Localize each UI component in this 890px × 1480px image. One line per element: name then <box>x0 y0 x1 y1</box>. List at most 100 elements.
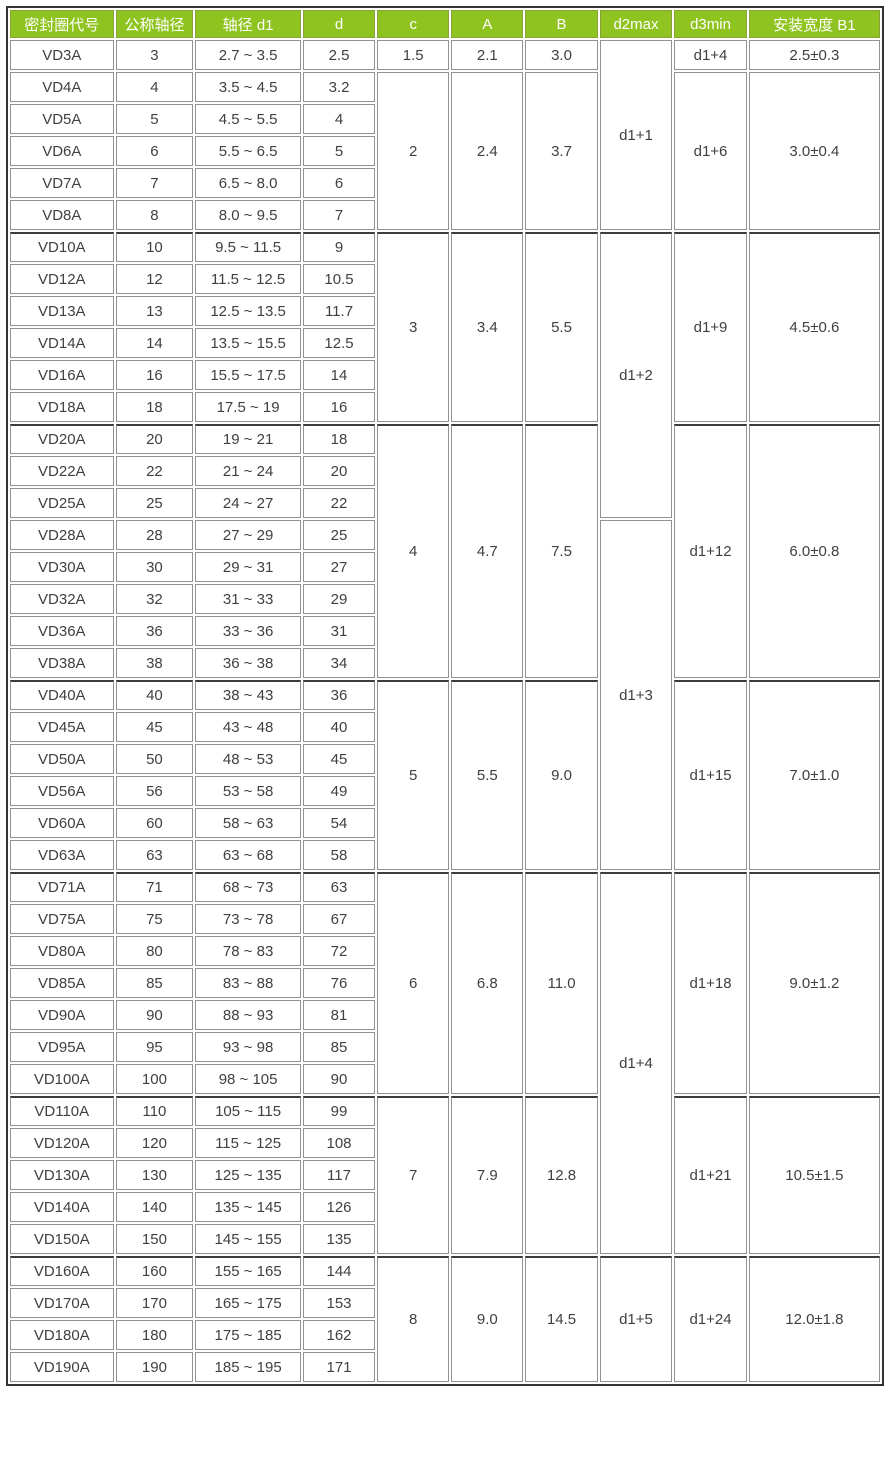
cell-shaft-dia-d1: 11.5 ~ 12.5 <box>195 264 301 294</box>
cell-nominal-shaft-dia: 60 <box>115 808 194 838</box>
cell-d2max: d1+3 <box>599 520 673 870</box>
cell-c: 1.5 <box>377 40 450 70</box>
cell-d: 58 <box>302 840 376 870</box>
table-row: VD25A 25 24 ~ 27 22 <box>10 488 880 518</box>
cell-shaft-dia-d1: 36 ~ 38 <box>195 648 301 678</box>
cell-d: 31 <box>302 616 376 646</box>
cell-shaft-dia-d1: 63 ~ 68 <box>195 840 301 870</box>
cell-d3min: d1+12 <box>674 424 747 678</box>
table-row: VD130A 130 125 ~ 135 117 <box>10 1160 880 1190</box>
cell-nominal-shaft-dia: 190 <box>115 1352 194 1382</box>
cell-shaft-dia-d1: 6.5 ~ 8.0 <box>195 168 301 198</box>
cell-a: 6.8 <box>451 872 524 1094</box>
cell-d: 40 <box>302 712 376 742</box>
cell-shaft-dia-d1: 4.5 ~ 5.5 <box>195 104 301 134</box>
cell-d: 76 <box>302 968 376 998</box>
table-row: VD56A 56 53 ~ 58 49 <box>10 776 880 806</box>
cell-nominal-shaft-dia: 8 <box>115 200 194 230</box>
table-row: VD20A 20 19 ~ 21 18 4 4.7 7.5 d1+12 6.0±0.8 <box>10 424 880 678</box>
cell-shaft-dia-d1: 2.7 ~ 3.5 <box>195 40 301 70</box>
cell-shaft-dia-d1: 13.5 ~ 15.5 <box>195 328 301 358</box>
cell-nominal-shaft-dia: 80 <box>115 936 194 966</box>
cell-code: VD16A <box>10 360 114 390</box>
table-row: VD40A 40 38 ~ 43 36 5 5.5 9.0 d1+15 7.0±1.0 <box>10 680 880 870</box>
cell-d: 108 <box>302 1128 376 1158</box>
cell-shaft-dia-d1: 68 ~ 73 <box>195 872 301 902</box>
table-row: VD75A 75 73 ~ 78 67 <box>10 904 880 934</box>
table-row: VD32A 32 31 ~ 33 29 <box>10 584 880 614</box>
cell-code: VD75A <box>10 904 114 934</box>
cell-d: 144 <box>302 1256 376 1286</box>
cell-code: VD12A <box>10 264 114 294</box>
cell-install-width-b1: 3.0±0.4 <box>748 72 880 230</box>
cell-nominal-shaft-dia: 90 <box>115 1000 194 1030</box>
cell-d: 7 <box>302 200 376 230</box>
cell-d: 5 <box>302 136 376 166</box>
table-row: VD38A 38 36 ~ 38 34 <box>10 648 880 678</box>
cell-nominal-shaft-dia: 180 <box>115 1320 194 1350</box>
cell-nominal-shaft-dia: 4 <box>115 72 194 102</box>
cell-a: 2.4 <box>451 72 524 230</box>
cell-code: VD80A <box>10 936 114 966</box>
cell-code: VD190A <box>10 1352 114 1382</box>
cell-shaft-dia-d1: 98 ~ 105 <box>195 1064 301 1094</box>
table-row: VD5A 5 4.5 ~ 5.5 4 <box>10 104 880 134</box>
cell-d3min: d1+15 <box>674 680 747 870</box>
cell-code: VD13A <box>10 296 114 326</box>
cell-code: VD100A <box>10 1064 114 1094</box>
table-row: VD13A 13 12.5 ~ 13.5 11.7 <box>10 296 880 326</box>
cell-d3min: d1+24 <box>674 1256 747 1382</box>
cell-code: VD63A <box>10 840 114 870</box>
table-row: VD63A 63 63 ~ 68 58 <box>10 840 880 870</box>
table-row: VD16A 16 15.5 ~ 17.5 14 <box>10 360 880 390</box>
cell-nominal-shaft-dia: 20 <box>115 424 194 454</box>
cell-d3min: d1+18 <box>674 872 747 1094</box>
cell-nominal-shaft-dia: 110 <box>115 1096 194 1126</box>
cell-code: VD38A <box>10 648 114 678</box>
cell-code: VD5A <box>10 104 114 134</box>
cell-nominal-shaft-dia: 28 <box>115 520 194 550</box>
cell-code: VD25A <box>10 488 114 518</box>
cell-shaft-dia-d1: 58 ~ 63 <box>195 808 301 838</box>
cell-shaft-dia-d1: 38 ~ 43 <box>195 680 301 710</box>
cell-nominal-shaft-dia: 7 <box>115 168 194 198</box>
col-header-c: c <box>377 10 450 38</box>
cell-shaft-dia-d1: 83 ~ 88 <box>195 968 301 998</box>
cell-shaft-dia-d1: 93 ~ 98 <box>195 1032 301 1062</box>
cell-shaft-dia-d1: 175 ~ 185 <box>195 1320 301 1350</box>
cell-d: 2.5 <box>302 40 376 70</box>
table-row: VD4A 4 3.5 ~ 4.5 3.2 2 2.4 3.7 d1+6 3.0±0.4 <box>10 72 880 230</box>
cell-d3min: d1+9 <box>674 232 747 422</box>
cell-a: 5.5 <box>451 680 524 870</box>
cell-d: 12.5 <box>302 328 376 358</box>
cell-nominal-shaft-dia: 95 <box>115 1032 194 1062</box>
cell-nominal-shaft-dia: 38 <box>115 648 194 678</box>
cell-shaft-dia-d1: 19 ~ 21 <box>195 424 301 454</box>
cell-c: 2 <box>377 72 450 230</box>
cell-shaft-dia-d1: 145 ~ 155 <box>195 1224 301 1254</box>
cell-nominal-shaft-dia: 130 <box>115 1160 194 1190</box>
cell-code: VD120A <box>10 1128 114 1158</box>
table-row: VD14A 14 13.5 ~ 15.5 12.5 <box>10 328 880 358</box>
cell-d: 85 <box>302 1032 376 1062</box>
cell-code: VD22A <box>10 456 114 486</box>
table-row: VD180A 180 175 ~ 185 162 <box>10 1320 880 1350</box>
cell-nominal-shaft-dia: 50 <box>115 744 194 774</box>
cell-code: VD85A <box>10 968 114 998</box>
cell-shaft-dia-d1: 9.5 ~ 11.5 <box>195 232 301 262</box>
cell-nominal-shaft-dia: 18 <box>115 392 194 422</box>
cell-c: 3 <box>377 232 450 422</box>
cell-shaft-dia-d1: 185 ~ 195 <box>195 1352 301 1382</box>
cell-nominal-shaft-dia: 85 <box>115 968 194 998</box>
cell-code: VD3A <box>10 40 114 70</box>
cell-code: VD60A <box>10 808 114 838</box>
table-row: VD95A 95 93 ~ 98 85 <box>10 1032 880 1062</box>
cell-install-width-b1: 10.5±1.5 <box>748 1096 880 1254</box>
table-row: VD85A 85 83 ~ 88 76 <box>10 968 880 998</box>
cell-shaft-dia-d1: 125 ~ 135 <box>195 1160 301 1190</box>
cell-code: VD32A <box>10 584 114 614</box>
cell-c: 8 <box>377 1256 450 1382</box>
cell-b: 11.0 <box>525 872 598 1094</box>
cell-b: 7.5 <box>525 424 598 678</box>
table-row: VD36A 36 33 ~ 36 31 <box>10 616 880 646</box>
